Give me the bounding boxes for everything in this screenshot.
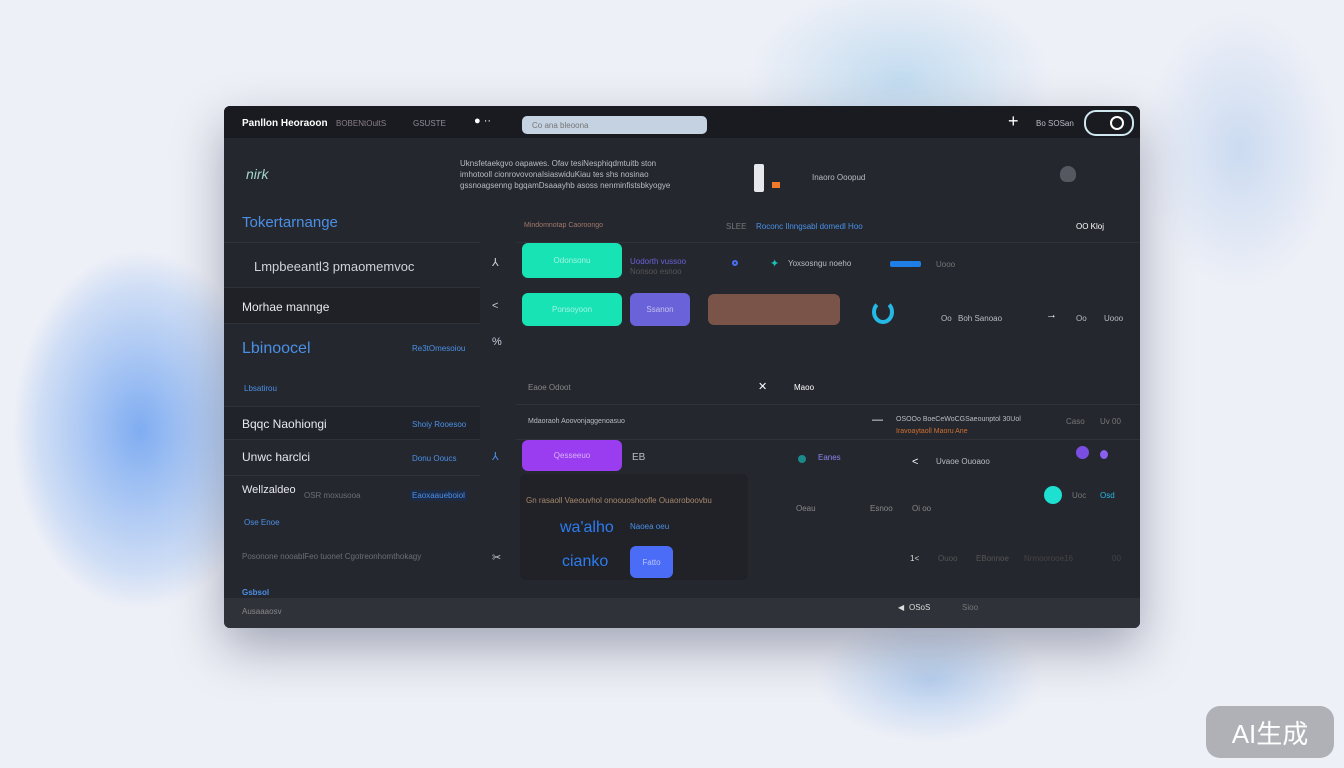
cell-text: Osd bbox=[1100, 491, 1115, 500]
scissors-icon[interactable]: ✂ bbox=[492, 552, 502, 564]
profile-button[interactable] bbox=[1084, 110, 1134, 136]
app-title: Panllon Heoraoon bbox=[242, 118, 328, 129]
cloud-icon[interactable]: ● ·· bbox=[474, 115, 492, 127]
item-text: Uvaoe Ouoaoo bbox=[936, 457, 990, 466]
divider bbox=[516, 404, 1140, 405]
cell-text: Uoc bbox=[1072, 491, 1087, 500]
loading-icon bbox=[872, 300, 894, 324]
secondary-button[interactable]: Ponsoyoon bbox=[522, 293, 622, 326]
card-label: Naoea oeu bbox=[630, 522, 670, 531]
percent-icon[interactable]: % bbox=[492, 336, 502, 348]
purple-button[interactable]: Qesseeuo bbox=[522, 440, 622, 471]
cell-text: Ouoo bbox=[938, 554, 958, 563]
meta-text[interactable]: Maoo bbox=[794, 383, 815, 392]
status-bar: Ausaaaosv ◀ OSoS Sioo bbox=[224, 598, 1140, 628]
primary-button[interactable]: Odonsonu bbox=[522, 243, 622, 278]
card-button[interactable]: Fatto bbox=[630, 546, 673, 578]
list-row bbox=[516, 242, 1140, 286]
info-text: Nonsoo esnoo bbox=[630, 267, 682, 276]
status-indicator bbox=[772, 182, 780, 188]
card-value: wa'alho bbox=[560, 519, 614, 536]
sidebar-item[interactable]: Morhae mannge bbox=[224, 287, 480, 323]
search-input[interactable] bbox=[522, 116, 707, 134]
user-label: Bo SOSan bbox=[1036, 119, 1074, 128]
item-text: Uooo bbox=[936, 260, 956, 269]
cell-text: Oeau bbox=[796, 504, 816, 513]
row-action[interactable]: OO Kloj bbox=[1076, 222, 1105, 231]
row-label: Mindomnotap Caoroongo bbox=[524, 222, 603, 229]
cell-text: EBonnoe bbox=[976, 554, 1009, 563]
row-label: Mdaoraoh Aoovonjaggenoasuo bbox=[528, 418, 625, 425]
col-text: Caso bbox=[1066, 417, 1085, 426]
sidebar-item[interactable]: Wellzaldeo OSR moxusooa Eaoxaaueboiol Os… bbox=[224, 475, 480, 597]
meta-text: Oo bbox=[1076, 314, 1087, 323]
info-text: Uodorth vussoo bbox=[630, 257, 687, 266]
banner-status: Inaoro Ooopud bbox=[812, 173, 866, 182]
helmet-icon[interactable] bbox=[1060, 166, 1076, 182]
sidebar-title: Tokertarnange bbox=[242, 214, 338, 231]
col-text: Uv 00 bbox=[1100, 417, 1121, 426]
close-icon[interactable]: ✕ bbox=[758, 381, 768, 393]
meta-text: Boh Sanoao bbox=[958, 314, 1003, 323]
cell-text: 1< bbox=[910, 554, 920, 563]
meta-text: Oo bbox=[941, 314, 952, 323]
banner-description: Uknsfetaekgvo oapawes. Ofav tesiNesphiqd… bbox=[460, 159, 671, 190]
sidebar-item[interactable]: Bqqc Naohiongi Shoiy Rooesoo bbox=[224, 406, 480, 439]
item-text[interactable]: Eanes bbox=[818, 453, 841, 462]
info-card: Gn rasaoll Vaeouvhol onoouoshoofle Ouaor… bbox=[520, 474, 748, 580]
chevron-left-icon[interactable]: < bbox=[492, 300, 499, 312]
color-swatch[interactable] bbox=[708, 294, 840, 325]
logo: nirk bbox=[246, 166, 269, 182]
row-prefix: SLEE bbox=[726, 222, 747, 231]
play-back-icon[interactable]: ◀ bbox=[898, 603, 905, 612]
avatar[interactable] bbox=[1076, 446, 1089, 459]
meta-text: Uooo bbox=[1104, 314, 1124, 323]
title-bar: Panllon Heoraoon BOBENtOultS GSUSTE ● ··… bbox=[224, 106, 1140, 138]
row-link[interactable]: Roconc Ilnngsabl domedl Hoo bbox=[756, 222, 863, 231]
cell-text: 00 bbox=[1112, 554, 1121, 563]
status-left: Ausaaaosv bbox=[242, 607, 282, 616]
avatar[interactable] bbox=[1100, 450, 1108, 459]
user-icon[interactable]: ⅄ bbox=[492, 451, 499, 463]
user-icon[interactable]: ⅄ bbox=[492, 257, 499, 269]
tab-main[interactable]: GSUSTE bbox=[413, 119, 446, 128]
sidebar-item[interactable]: Lmpbeeantl3 pmaomemvoc bbox=[224, 242, 480, 287]
pin-icon: ✦ bbox=[770, 258, 780, 270]
search-circle-icon bbox=[1110, 116, 1124, 130]
status-text: OSOOo BoeCeWoCGSaeounptol 30Uol bbox=[896, 416, 1021, 423]
chevron-left-icon[interactable]: < bbox=[912, 456, 919, 468]
card-heading: Gn rasaoll Vaeouvhol onoouoshoofle Ouaor… bbox=[526, 496, 712, 505]
device-icon bbox=[754, 164, 764, 192]
app-window: Panllon Heoraoon BOBENtOultS GSUSTE ● ··… bbox=[224, 106, 1140, 628]
radio-icon[interactable] bbox=[732, 260, 738, 266]
status-text: Iravoaytaoll Maoru Ane bbox=[896, 428, 968, 435]
status-dot bbox=[798, 455, 806, 463]
status-right: OSoS bbox=[909, 603, 931, 612]
indigo-button[interactable]: Ssanon bbox=[630, 293, 690, 326]
add-icon[interactable]: + bbox=[1008, 111, 1019, 131]
sidebar-item[interactable]: Lbinoocel Re3tOmesoiou Lbsatirou bbox=[224, 323, 480, 403]
arrow-right-icon[interactable]: → bbox=[1046, 309, 1057, 321]
status-right: Sioo bbox=[962, 603, 979, 612]
ai-watermark: AI生成 bbox=[1206, 706, 1334, 758]
app-subtitle: BOBENtOultS bbox=[336, 119, 387, 128]
glyph-text: EB bbox=[632, 452, 646, 463]
divider bbox=[516, 439, 1140, 440]
cell-text: Oi oo bbox=[912, 504, 932, 513]
progress-bar bbox=[890, 261, 921, 267]
status-dot[interactable] bbox=[1044, 486, 1062, 504]
minus-icon[interactable]: — bbox=[872, 414, 883, 426]
cell-text: Esnoo bbox=[870, 504, 893, 513]
card-value: cianko bbox=[562, 553, 609, 570]
item-text: Yoxsosngu noeho bbox=[788, 259, 852, 268]
meta-text: Eaoe Odoot bbox=[528, 383, 571, 392]
cell-text: Nrmoorooe16 bbox=[1024, 554, 1073, 563]
sidebar-item[interactable]: Unwc harclci Donu Ooucs bbox=[224, 439, 480, 475]
